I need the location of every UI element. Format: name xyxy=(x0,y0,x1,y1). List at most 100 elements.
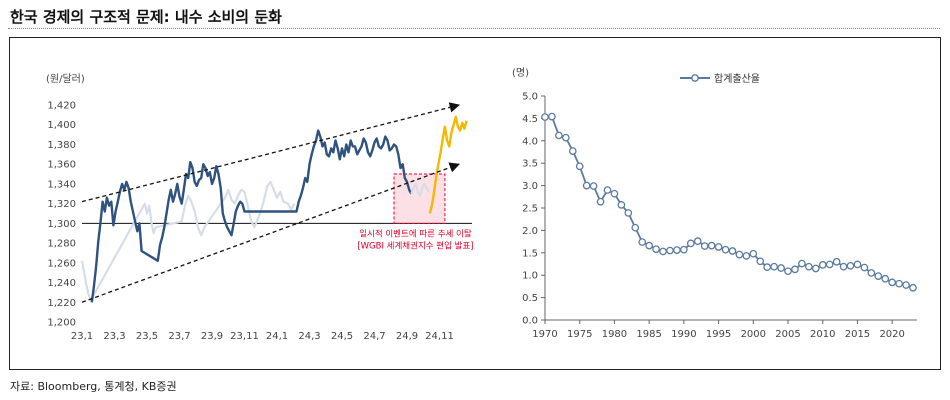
fertility-x-tick-label: 2010 xyxy=(810,329,835,340)
legend-marker-swatch xyxy=(691,74,699,82)
fx-y-tick-label: 1,360 xyxy=(47,160,76,171)
fertility-y-tick-label: 1.5 xyxy=(522,248,538,259)
fertility-point-2022 xyxy=(902,281,910,289)
fertility-x-tick-label: 2000 xyxy=(741,329,766,340)
fertility-x-tick-label: 1990 xyxy=(671,329,696,340)
fertility-point-1974 xyxy=(568,147,577,155)
fx-y-tick-label: 1,220 xyxy=(47,298,76,309)
fertility-point-1995 xyxy=(714,243,723,251)
fx-rate-chart: (원/달러) 1,200 1,220 1,240 1,260 1,280 1,300 1,32… xyxy=(46,73,474,342)
fertility-x-tick-label: 2020 xyxy=(879,329,904,340)
fertility-point-2023 xyxy=(909,283,917,292)
event-annotation-line: 일시적 이벤트에 따른 추세 이탈 xyxy=(359,228,472,239)
fertility-point-1997 xyxy=(728,247,737,255)
fertility-point-1988 xyxy=(666,246,674,255)
fx-x-tick-label: 24,7 xyxy=(363,331,385,342)
fertility-point-2000 xyxy=(749,249,758,258)
fertility-x-tick-label: 1970 xyxy=(532,329,557,340)
fertility-point-2014 xyxy=(846,261,855,270)
fertility-point-2021 xyxy=(895,279,903,288)
fertility-point-1998 xyxy=(735,250,744,259)
fx-x-tick-label: 23,9 xyxy=(201,331,223,342)
fx-y-tick-label: 1,320 xyxy=(47,199,76,210)
fertility-y-tick-label: 1.0 xyxy=(522,271,538,282)
legend-label: 합계출산율 xyxy=(714,73,760,85)
trend-line-upper xyxy=(81,102,461,203)
fertility-point-1977 xyxy=(589,182,598,190)
fertility-point-1978 xyxy=(596,197,605,206)
trend-line-lower xyxy=(81,162,460,303)
fx-y-tick-label: 1,340 xyxy=(47,179,76,190)
fx-x-tick-label: 23,1 xyxy=(71,331,93,342)
fx-series-light-2 xyxy=(410,182,430,197)
fx-y-tick-label: 1,300 xyxy=(47,219,76,230)
fertility-x-tick-label: 2005 xyxy=(775,329,800,340)
fertility-x-tick-label: 1995 xyxy=(706,329,731,340)
fertility-x-tick-label: 1985 xyxy=(636,329,661,340)
fertility-x-tick-label: 1980 xyxy=(602,329,627,340)
fertility-point-1970 xyxy=(541,113,549,121)
fertility-y-tick-label: 5.0 xyxy=(522,92,538,103)
fertility-point-1984 xyxy=(638,238,647,246)
fertility-point-2017 xyxy=(867,269,876,277)
fertility-y-tick-label: 2.5 xyxy=(522,204,538,215)
fx-x-tick-label: 23,5 xyxy=(136,331,158,342)
fertility-point-1979 xyxy=(603,186,612,194)
fertility-y-tick-label: 3.5 xyxy=(522,159,538,170)
fertility-point-2005 xyxy=(784,267,792,276)
fertility-y-axis-label: (명) xyxy=(512,67,529,79)
fertility-point-2018 xyxy=(874,272,883,280)
fx-y-tick-label: 1,200 xyxy=(47,318,76,329)
fertility-y-tick-label: 0.0 xyxy=(522,316,538,327)
fertility-point-1976 xyxy=(582,181,591,190)
title-divider xyxy=(8,28,940,29)
fertility-point-2016 xyxy=(860,263,869,272)
fertility-point-1994 xyxy=(707,241,716,250)
page-title: 한국 경제의 구조적 문제: 내수 소비의 둔화 xyxy=(10,8,282,26)
fx-x-tick-label: 24,1 xyxy=(266,331,288,342)
fx-x-tick-label: 24,3 xyxy=(298,331,320,342)
event-highlight-box xyxy=(393,173,446,224)
fertility-point-1973 xyxy=(561,133,570,142)
fertility-point-2004 xyxy=(777,264,785,272)
fertility-point-2003 xyxy=(770,262,778,271)
fx-x-tick-label: 23,7 xyxy=(168,331,190,342)
fertility-point-2007 xyxy=(798,259,806,268)
fertility-point-1981 xyxy=(617,201,626,209)
fertility-point-2001 xyxy=(756,257,765,266)
fertility-point-1986 xyxy=(652,245,660,254)
fertility-point-1972 xyxy=(555,131,563,140)
fx-x-tick-label: 23,3 xyxy=(103,331,125,342)
fx-y-tick-label: 1,280 xyxy=(47,239,76,250)
fertility-point-1996 xyxy=(721,245,730,254)
fertility-y-tick-label: 2.0 xyxy=(522,226,538,237)
event-annotation-line: [WGBI 세계채권지수 편입 발표] xyxy=(357,240,473,251)
chart-panel: (원/달러) 1,200 1,220 1,240 1,260 1,280 1,300 1,32… xyxy=(9,37,941,370)
fx-x-tick-label: 23,11 xyxy=(230,331,259,342)
fertility-point-1987 xyxy=(659,247,667,256)
fertility-point-1991 xyxy=(686,239,695,248)
fertility-point-1993 xyxy=(700,242,709,250)
fx-y-tick-label: 1,260 xyxy=(47,258,76,269)
fx-x-tick-label: 24,11 xyxy=(425,331,454,342)
fertility-chart: (명) 0.0 0.5 1.0 1.5 2.0 2.5 3.0 3.5 4.0 4.5 5.0 1970… xyxy=(512,67,917,340)
fertility-point-2015 xyxy=(853,260,862,269)
fertility-point-2002 xyxy=(763,263,772,271)
fx-y-tick-label: 1,240 xyxy=(47,278,76,289)
fertility-point-1980 xyxy=(610,189,619,198)
fertility-y-tick-label: 0.5 xyxy=(522,293,538,304)
fx-y-tick-label: 1,400 xyxy=(47,120,76,131)
fertility-point-2011 xyxy=(825,260,834,269)
fx-series-light-0 xyxy=(80,180,296,302)
fertility-point-2013 xyxy=(839,262,848,271)
fertility-point-2012 xyxy=(832,257,841,266)
fertility-point-1985 xyxy=(645,241,654,250)
fx-series-recent-3 xyxy=(428,115,468,214)
fertility-point-1989 xyxy=(673,246,681,254)
fx-y-tick-label: 1,380 xyxy=(47,140,76,151)
fertility-point-1982 xyxy=(624,209,633,217)
fx-x-tick-label: 24,5 xyxy=(331,331,353,342)
fertility-point-2020 xyxy=(888,278,897,287)
fx-x-tick-label: 24,9 xyxy=(396,331,418,342)
fertility-point-1999 xyxy=(742,252,751,260)
